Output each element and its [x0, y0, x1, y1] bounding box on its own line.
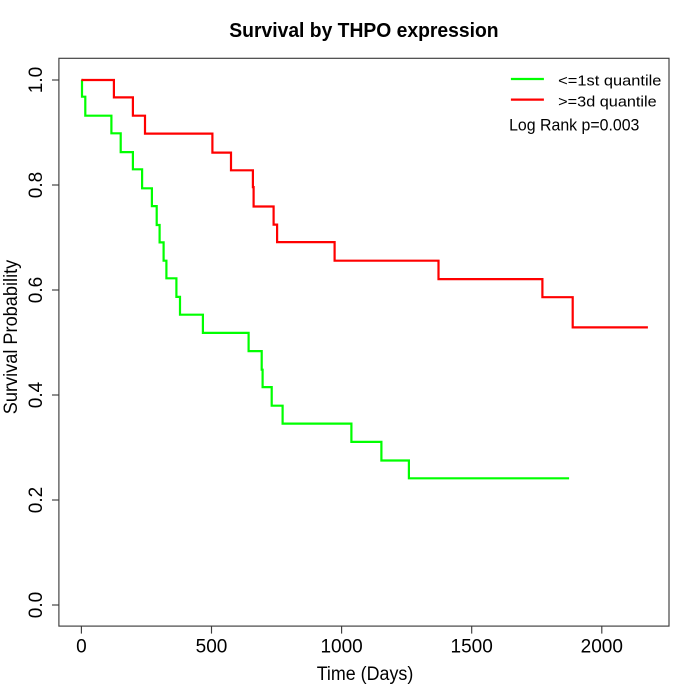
svg-text:Survival by THPO expression: Survival by THPO expression — [229, 20, 498, 42]
svg-text:1000: 1000 — [320, 637, 362, 658]
svg-text:Time (Days): Time (Days) — [317, 664, 414, 685]
svg-text:500: 500 — [196, 637, 228, 658]
svg-text:0.6: 0.6 — [26, 277, 47, 303]
svg-text:1.0: 1.0 — [26, 67, 47, 93]
svg-text:Survival Probability: Survival Probability — [1, 259, 22, 414]
svg-text:0.4: 0.4 — [26, 381, 47, 408]
svg-text:1500: 1500 — [451, 637, 493, 658]
svg-text:Log Rank p=0.003: Log Rank p=0.003 — [509, 115, 639, 134]
svg-text:<=1st quantile: <=1st quantile — [558, 73, 661, 90]
svg-text:2000: 2000 — [581, 637, 623, 658]
svg-text:0.2: 0.2 — [26, 487, 47, 513]
svg-text:0.0: 0.0 — [26, 592, 47, 618]
svg-text:0: 0 — [76, 637, 87, 658]
svg-text:>=3d quantile: >=3d quantile — [558, 93, 657, 110]
svg-text:0.8: 0.8 — [26, 172, 47, 198]
